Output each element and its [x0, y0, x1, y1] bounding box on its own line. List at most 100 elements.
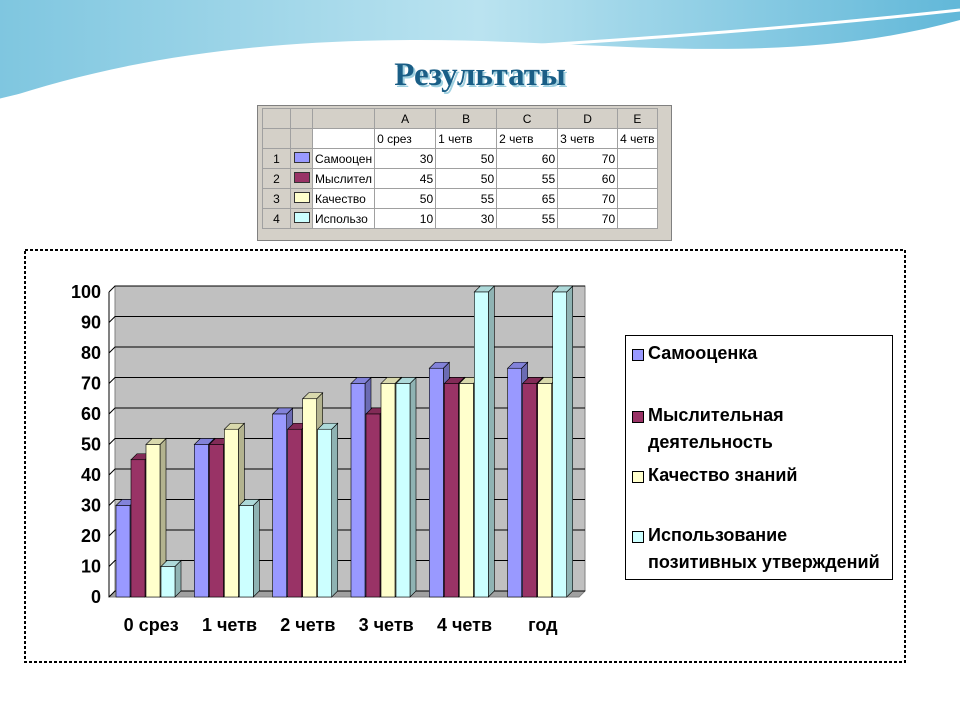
- grid-line: [108, 438, 585, 445]
- grid-line: [108, 316, 585, 323]
- value-cell: 55: [496, 168, 559, 189]
- row-icon: [290, 208, 313, 229]
- y-tick-label: 50: [81, 435, 101, 455]
- bar-front: [395, 383, 411, 598]
- y-tick-label: 30: [81, 496, 101, 516]
- bar: [551, 285, 574, 598]
- row-name: Самооцен: [311, 148, 376, 169]
- legend-swatch: [632, 349, 644, 361]
- row-icon: [290, 188, 313, 209]
- grid-line: [108, 407, 585, 415]
- corner: [262, 128, 291, 149]
- legend-label: Мыслительная деятельность: [648, 405, 784, 452]
- column-letter: A: [374, 108, 437, 129]
- legend-item: Использование позитивных утверждений: [632, 522, 890, 576]
- bar-side: [488, 285, 495, 598]
- row-icon: [290, 148, 313, 169]
- header-row: 0 срез 1 четв 2 четв 3 четв 4 четв: [262, 128, 658, 149]
- bar-front: [239, 505, 254, 598]
- wave: [0, 0, 960, 100]
- value-cell: 50: [374, 188, 437, 209]
- value-cell: 65: [496, 188, 559, 209]
- bar: [395, 376, 417, 598]
- y-tick-label: 0: [91, 587, 101, 607]
- corner: [262, 108, 291, 129]
- cell: [617, 188, 658, 209]
- title-shadow: Результаты: [396, 59, 568, 95]
- bar-front: [350, 383, 366, 598]
- bar-front: [115, 505, 131, 598]
- slide-title: Результаты: [394, 57, 566, 93]
- bar-front: [552, 291, 567, 598]
- value-cell: 50: [435, 148, 498, 169]
- row-name: Мыслител: [311, 168, 376, 189]
- y-tick-label: 10: [81, 557, 101, 577]
- column-letter: C: [496, 108, 559, 129]
- header-cell: 0 срез: [374, 128, 437, 149]
- bar-front: [429, 367, 444, 598]
- grid-line: [108, 346, 585, 354]
- y-tick-label: 90: [81, 313, 101, 333]
- legend-swatch: [632, 411, 644, 423]
- value-cell: 45: [374, 168, 437, 189]
- row-number: 3: [262, 188, 291, 209]
- corner: [290, 108, 313, 129]
- bar-front: [317, 428, 332, 598]
- wave-line: [0, 8, 960, 102]
- x-tick-label: 2 четв: [280, 615, 335, 635]
- row-name: Использо: [311, 208, 376, 229]
- x-tick-label: 4 четв: [437, 615, 492, 635]
- bar-side: [253, 498, 260, 598]
- x-tick-label: 1 четв: [202, 615, 257, 635]
- bar-side: [331, 422, 338, 598]
- bar-front: [160, 566, 176, 598]
- value-cell: 70: [557, 188, 619, 209]
- value-cell: 55: [496, 208, 559, 229]
- row-number: 2: [262, 168, 291, 189]
- bar-front: [522, 383, 537, 598]
- bar-front: [224, 428, 239, 598]
- bar-front: [474, 291, 489, 598]
- y-tick-label: 70: [81, 374, 101, 394]
- grid-line: [108, 560, 585, 567]
- legend-label: Качество знаний: [648, 465, 798, 485]
- column-letter: E: [617, 108, 658, 129]
- x-tick-label: 3 четв: [359, 615, 414, 635]
- bar: [316, 422, 339, 598]
- data-row: 3 Качество 50 55 65 70: [262, 188, 658, 209]
- cell: [617, 148, 658, 169]
- bar: [160, 559, 182, 598]
- cell: [617, 208, 658, 229]
- bar-front: [507, 367, 522, 598]
- bar-front: [444, 383, 459, 598]
- bar-side: [566, 285, 573, 598]
- value-cell: 70: [557, 148, 619, 169]
- value-cell: 55: [435, 188, 498, 209]
- data-row: 4 Использо 10 30 55 70: [262, 208, 658, 229]
- y-tick-label: 80: [81, 343, 101, 363]
- value-cell: 70: [557, 208, 619, 229]
- y-tick-label: 40: [81, 465, 101, 485]
- legend-item: Мыслительная деятельность: [632, 402, 890, 456]
- corner: [290, 128, 313, 149]
- bar-front: [459, 383, 474, 598]
- grid-line: [108, 529, 585, 537]
- bar-front: [194, 444, 209, 598]
- bar-front: [537, 383, 552, 598]
- row-number: 4: [262, 208, 291, 229]
- x-tick-label: год: [528, 615, 558, 635]
- bar-front: [145, 444, 161, 598]
- row-number: 1: [262, 148, 291, 169]
- data-row: 1 Самооцен 30 50 60 70: [262, 148, 658, 169]
- legend-item: Самооценка: [632, 340, 890, 367]
- header-cell: 2 четв: [496, 128, 559, 149]
- legend-swatch: [632, 471, 644, 483]
- bar-front: [272, 413, 287, 598]
- grid-line: [108, 590, 585, 598]
- value-cell: 10: [374, 208, 437, 229]
- y-tick-label: 20: [81, 526, 101, 546]
- bar-front: [287, 428, 302, 598]
